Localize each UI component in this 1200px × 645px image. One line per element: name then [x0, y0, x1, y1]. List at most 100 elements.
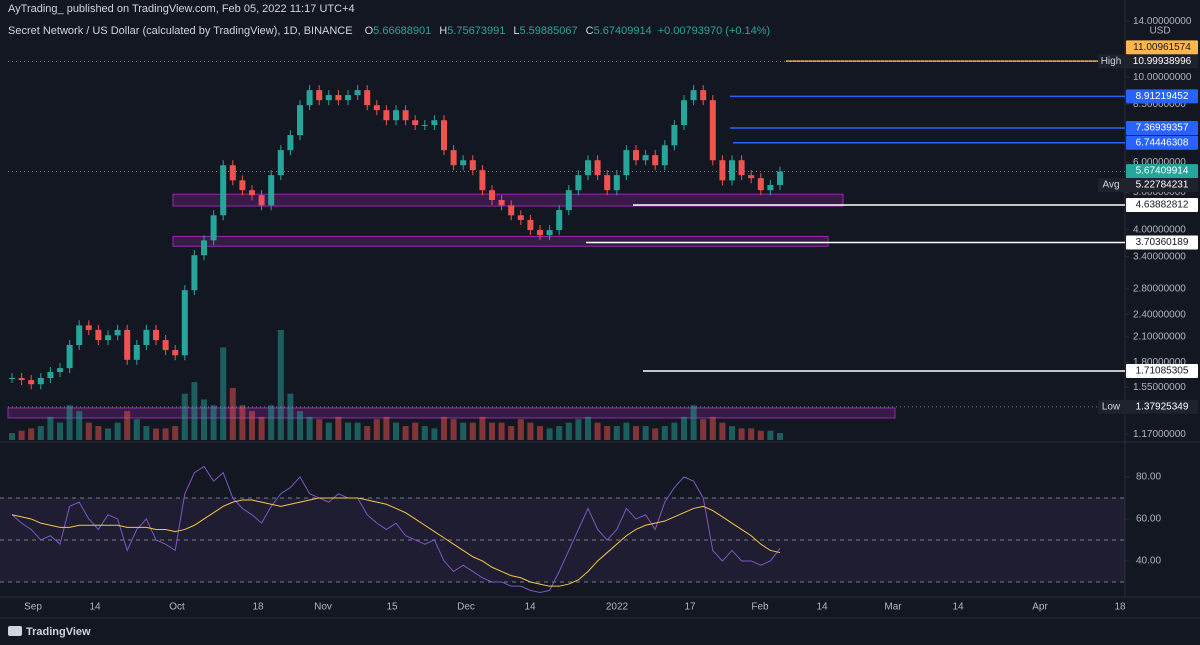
- ohlc-key: L: [513, 25, 519, 37]
- price-label: 3.70360189: [1136, 237, 1189, 248]
- candle-body: [450, 150, 457, 166]
- volume-bar: [335, 416, 342, 440]
- candle-body: [757, 178, 764, 191]
- logo: [8, 626, 22, 636]
- price-label-box: [1126, 89, 1198, 104]
- candle-body: [85, 325, 92, 330]
- candle-body: [661, 145, 668, 166]
- price-tag: Low: [1102, 401, 1121, 412]
- candle-body: [681, 100, 687, 126]
- volume-bar: [556, 426, 563, 440]
- candle-body: [642, 155, 649, 161]
- candle-body: [412, 120, 419, 126]
- candle-body: [671, 125, 678, 146]
- candle-body: [383, 110, 390, 121]
- volume-bar: [297, 411, 303, 440]
- candle-body: [306, 90, 313, 106]
- y-tick-label: 6.00000000: [1133, 157, 1186, 168]
- candle-body: [258, 195, 265, 206]
- price-label: 10.99938996: [1133, 56, 1192, 67]
- symbol-line: Secret Network / US Dollar (calculated b…: [8, 25, 770, 37]
- volume-bar: [671, 422, 678, 440]
- price-label-box: [1126, 178, 1198, 193]
- volume-bar: [613, 426, 620, 440]
- ohlc-value: 5.75673991: [447, 25, 505, 37]
- zone: [7, 407, 896, 419]
- ohlc-key: O: [365, 25, 374, 37]
- volume-bar: [325, 422, 332, 440]
- volume-bar: [28, 428, 35, 440]
- volume-bar: [498, 422, 505, 440]
- volume-bar: [777, 433, 783, 440]
- price-tag: Avg: [1102, 180, 1119, 191]
- volume-bar: [508, 426, 515, 440]
- volume-bar: [172, 426, 179, 440]
- y-tick-label: 60.00: [1136, 514, 1161, 525]
- volume-bar: [729, 426, 735, 440]
- candle-body: [220, 165, 227, 216]
- x-tick-label: 2022: [606, 602, 629, 613]
- candle-body: [393, 110, 399, 121]
- volume-bar: [277, 330, 284, 440]
- candle-body: [249, 190, 255, 196]
- x-tick-label: Dec: [457, 602, 475, 613]
- volume-bar: [383, 416, 390, 440]
- volume-bar: [441, 416, 447, 440]
- price-label-box: [1126, 135, 1198, 150]
- volume-bar: [143, 426, 150, 440]
- volume-bar: [642, 426, 649, 440]
- volume-bar: [373, 419, 380, 440]
- volume-bar: [431, 428, 438, 440]
- candle-body: [565, 190, 572, 211]
- candle-body: [460, 160, 467, 166]
- rsi-line: [11, 465, 781, 593]
- candle-body: [469, 160, 476, 171]
- zone: [172, 235, 829, 247]
- volume-bar: [690, 405, 697, 440]
- volume-bar: [18, 430, 25, 440]
- volume-bar: [652, 428, 659, 440]
- volume-bar: [709, 416, 716, 440]
- candle-body: [585, 160, 591, 176]
- candle-body: [297, 105, 303, 136]
- candle-body: [76, 325, 83, 345]
- y-tick-label: 2.10000000: [1133, 332, 1186, 343]
- volume-bar: [681, 416, 687, 440]
- y-tick-label: 10.00000000: [1133, 72, 1192, 83]
- rsi-line: [11, 497, 781, 587]
- price-tag: High: [1101, 56, 1122, 67]
- price-label: 8.91219452: [1136, 91, 1189, 102]
- y-tick-label: 1.55000000: [1133, 382, 1186, 393]
- candle-body: [546, 230, 553, 236]
- x-tick-label: Mar: [884, 602, 902, 613]
- candle-body: [594, 160, 601, 176]
- candle-body: [277, 150, 284, 176]
- candle-body: [364, 90, 371, 106]
- candle-body: [700, 90, 707, 101]
- candle-body: [153, 329, 159, 341]
- volume-bar: [354, 422, 361, 440]
- candle-body: [402, 110, 409, 121]
- volume-bar: [124, 411, 131, 440]
- volume-bar: [181, 393, 188, 440]
- price-label: 11.00961574: [1133, 42, 1191, 53]
- candle-body: [709, 100, 716, 161]
- candle-body: [719, 160, 726, 181]
- candle-body: [239, 180, 246, 191]
- price-label: 4.63882812: [1136, 200, 1189, 211]
- candle-body: [18, 378, 25, 381]
- volume-bar: [594, 422, 601, 440]
- volume-bar: [85, 422, 92, 440]
- volume-bar: [546, 428, 553, 440]
- candle-body: [210, 215, 217, 241]
- volume-bar: [258, 416, 265, 440]
- y-tick-label: 14.00000000: [1133, 16, 1192, 27]
- price-label: 1.71085305: [1136, 366, 1189, 377]
- price-label-box: [1126, 363, 1198, 378]
- price-tag-box: [1098, 399, 1125, 414]
- candle-body: [162, 340, 169, 351]
- y-tick-label: 5.00000000: [1133, 187, 1186, 198]
- candle-body: [556, 210, 563, 231]
- price-label-box: [1126, 54, 1198, 69]
